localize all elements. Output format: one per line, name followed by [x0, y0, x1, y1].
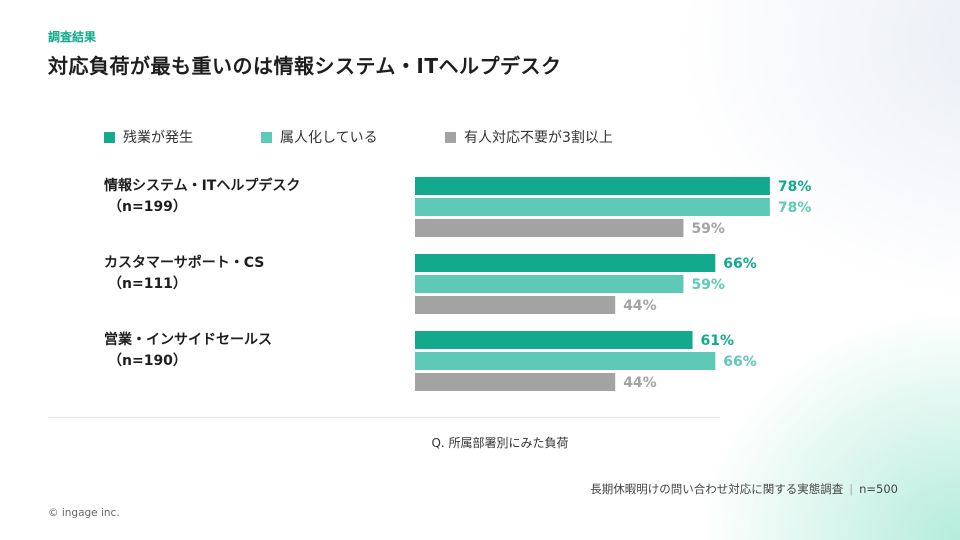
copyright: © ingage inc.	[48, 507, 120, 519]
bar-3-3	[415, 373, 616, 391]
category-name: 営業・インサイドセールス	[104, 332, 272, 348]
data-label-1-3: 59%	[691, 221, 725, 237]
category-sample-size: （n=111）	[108, 276, 187, 292]
divider	[48, 417, 720, 418]
data-label-1-2: 78%	[778, 200, 812, 216]
chart-question: Q. 所属部署別にみた負荷	[431, 436, 569, 450]
legend-item-no-human-needed: 有人対応不要が3割以上	[445, 127, 613, 147]
category-sample-size: （n=190）	[108, 353, 187, 369]
legend-label-no-human-needed: 有人対応不要が3割以上	[464, 130, 613, 146]
category-label-sales: 営業・インサイドセールス （n=190）	[104, 330, 272, 372]
page-title: 対応負荷が最も重いのは情報システム・ITヘルプデスク	[48, 54, 562, 78]
data-label-2-3: 44%	[623, 298, 657, 314]
category-label-it-helpdesk: 情報システム・ITヘルプデスク （n=199）	[104, 176, 300, 218]
legend-swatch-person-dependent	[261, 131, 272, 143]
bar-3-1	[415, 331, 693, 349]
source-separator: |	[849, 482, 854, 496]
source-note: 長期休暇明けの問い合わせ対応に関する実態調査 | n=500	[590, 481, 898, 497]
bar-3-2	[415, 352, 716, 370]
legend-swatch-overtime	[104, 131, 115, 143]
legend-label-overtime: 残業が発生	[123, 130, 193, 146]
bar-1-3	[415, 219, 684, 237]
data-label-3-3: 44%	[623, 375, 657, 391]
bar-1-1	[415, 177, 770, 195]
category-label-customer-support: カスタマーサポート・CS （n=111）	[104, 253, 264, 295]
data-label-1-1: 78%	[778, 179, 812, 195]
data-label-3-2: 66%	[723, 354, 757, 370]
legend-item-person-dependent: 属人化している	[261, 127, 378, 147]
category-name: 情報システム・ITヘルプデスク	[104, 178, 301, 194]
legend-label-person-dependent: 属人化している	[280, 130, 378, 146]
data-label-3-1: 61%	[701, 333, 735, 349]
data-label-2-1: 66%	[723, 256, 757, 272]
source-sample-size: n=500	[859, 482, 898, 496]
source-text: 長期休暇明けの問い合わせ対応に関する実態調査	[590, 482, 844, 496]
category-name: カスタマーサポート・CS	[104, 255, 265, 271]
legend-item-overtime: 残業が発生	[104, 127, 193, 147]
bar-1-2	[415, 198, 770, 216]
category-sample-size: （n=199）	[108, 199, 187, 215]
bar-2-3	[415, 296, 616, 314]
bar-2-1	[415, 254, 716, 272]
bar-2-2	[415, 275, 684, 293]
data-label-2-2: 59%	[691, 277, 725, 293]
section-label: 調査結果	[48, 30, 97, 44]
legend-swatch-no-human-needed	[445, 131, 456, 143]
chart-legend: 残業が発生 属人化している 有人対応不要が3割以上	[0, 127, 960, 149]
